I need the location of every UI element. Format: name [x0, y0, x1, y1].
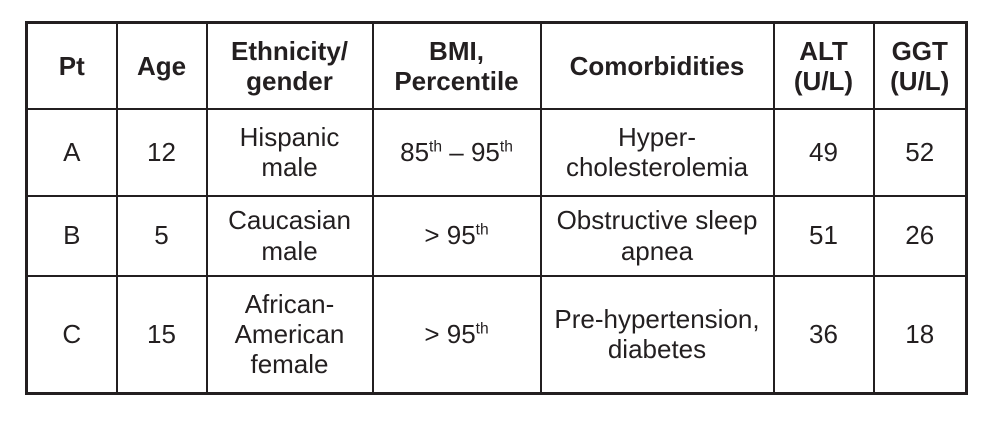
cell-comorbidities: Pre-hypertension, diabetes: [539, 274, 775, 395]
cell-ethnicity-gender: African- American female: [205, 274, 374, 395]
cell-alt: 51: [772, 194, 875, 277]
header-cell-pt: Pt: [25, 21, 118, 110]
header-cell-bmi-percentile: BMI, Percentile: [371, 21, 542, 110]
cell-comorbidities: Obstructive sleep apnea: [539, 194, 775, 277]
cell-bmi-percentile: 85th – 95th: [371, 107, 542, 197]
cell-ggt: 18: [872, 274, 968, 395]
header-cell-comorbidities: Comorbidities: [539, 21, 775, 110]
cell-pt: B: [25, 194, 118, 277]
cell-bmi-percentile: > 95th: [371, 274, 542, 395]
cell-comorbidities: Hyper- cholesterolemia: [539, 107, 775, 197]
patient-table: Pt Age Ethnicity/ gender BMI, Percentile…: [25, 21, 968, 395]
cell-bmi-percentile: > 95th: [371, 194, 542, 277]
cell-alt: 36: [772, 274, 875, 395]
table-row-patient-b: B 5 Caucasian male > 95th Obstructive sl…: [25, 194, 968, 277]
cell-alt: 49: [772, 107, 875, 197]
cell-age: 12: [115, 107, 208, 197]
header-cell-ethnicity-gender: Ethnicity/ gender: [205, 21, 374, 110]
cell-pt: C: [25, 274, 118, 395]
cell-ethnicity-gender: Hispanic male: [205, 107, 374, 197]
header-cell-age: Age: [115, 21, 208, 110]
cell-ggt: 52: [872, 107, 968, 197]
header-cell-alt: ALT (U/L): [772, 21, 875, 110]
cell-pt: A: [25, 107, 118, 197]
cell-ethnicity-gender: Caucasian male: [205, 194, 374, 277]
header-cell-ggt: GGT (U/L): [872, 21, 968, 110]
cell-ggt: 26: [872, 194, 968, 277]
header-row: Pt Age Ethnicity/ gender BMI, Percentile…: [25, 21, 968, 110]
cell-age: 15: [115, 274, 208, 395]
table-row-patient-c: C 15 African- American female > 95th Pre…: [25, 274, 968, 395]
table-row-patient-a: A 12 Hispanic male 85th – 95th Hyper- ch…: [25, 107, 968, 197]
cell-age: 5: [115, 194, 208, 277]
